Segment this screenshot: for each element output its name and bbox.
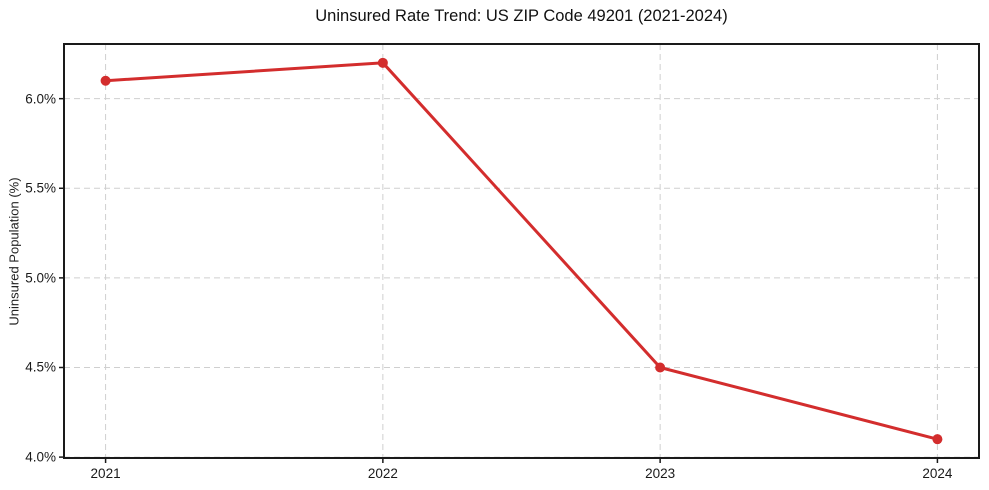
plot-svg (59, 43, 980, 463)
y-tick-label: 6.0% (25, 91, 56, 107)
x-tick-label: 2024 (922, 466, 953, 481)
axes-border (63, 43, 980, 459)
y-tick-label: 4.0% (25, 449, 56, 465)
y-tick-label: 5.0% (25, 270, 56, 286)
x-tick-label: 2022 (367, 466, 398, 481)
y-axis-label: Uninsured Population (%) (6, 177, 22, 326)
data-point-marker (932, 434, 943, 445)
x-tick-label: 2023 (645, 466, 676, 481)
trend-line (104, 61, 939, 441)
x-tick-label: 2021 (90, 466, 121, 481)
chart-title: Uninsured Rate Trend: US ZIP Code 49201 … (315, 7, 728, 25)
plot-area (59, 43, 980, 463)
y-tick-label: 5.5% (25, 180, 56, 196)
data-point-marker (655, 362, 666, 373)
data-point-marker (377, 57, 388, 68)
data-point-marker (100, 75, 111, 86)
y-tick-label: 4.5% (25, 359, 56, 375)
